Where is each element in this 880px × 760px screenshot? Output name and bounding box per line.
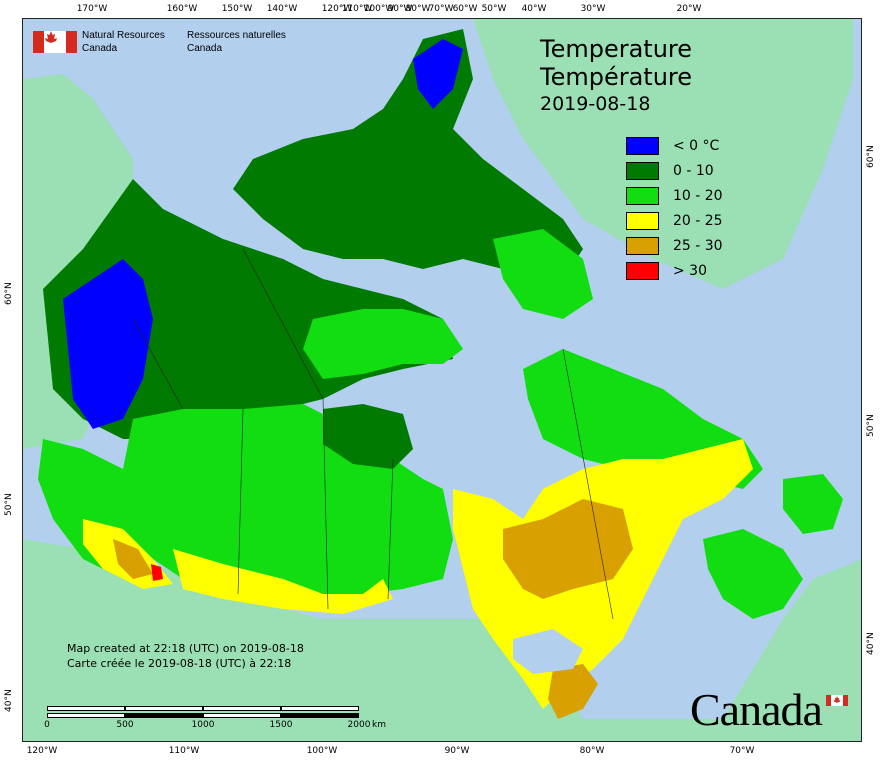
maritimes — [703, 529, 803, 619]
scale-unit: km — [372, 720, 386, 730]
top-longitude-label: 70°W — [428, 4, 454, 14]
scale-label: 500 — [116, 720, 134, 730]
wordmark-flag-icon — [826, 695, 848, 706]
scale-label: 1500 — [269, 720, 293, 730]
top-longitude-label: 100°W — [363, 4, 395, 14]
top-longitude-label: 110°W — [341, 4, 373, 14]
legend-swatch — [626, 186, 659, 205]
map-date: 2019-08-18 — [540, 93, 651, 115]
left-latitude-label: 40°N — [4, 689, 14, 712]
great-lakes — [513, 629, 583, 674]
right-latitude-label: 40°N — [866, 632, 876, 655]
bottom-longitude-label: 90°W — [444, 746, 470, 756]
east-hot — [503, 499, 633, 599]
bottom-longitude-label: 80°W — [579, 746, 605, 756]
legend-item: 0 - 10 — [626, 158, 723, 183]
legend-item: 10 - 20 — [626, 183, 723, 208]
legend-item: 25 - 30 — [626, 233, 723, 258]
hudson-bay — [398, 369, 523, 479]
left-latitude-label: 60°N — [4, 282, 14, 305]
legend-swatch — [626, 211, 659, 230]
legend-item: < 0 °C — [626, 133, 723, 158]
top-longitude-label: 170°W — [76, 4, 108, 14]
top-longitude-label: 50°W — [481, 4, 507, 14]
bottom-longitude-label: 110°W — [168, 746, 200, 756]
top-longitude-label: 80°W — [405, 4, 431, 14]
legend-item: 20 - 25 — [626, 208, 723, 233]
greenland-land — [473, 19, 853, 289]
top-longitude-label: 40°W — [521, 4, 547, 14]
canada-wordmark: Canada — [690, 684, 823, 735]
bc-hot — [113, 539, 153, 579]
canada-flag-logo — [33, 31, 77, 53]
prairie-south-warm — [173, 549, 393, 614]
title-en: Temperature — [540, 35, 693, 63]
title-fr: Température — [540, 63, 693, 91]
bottom-longitude-label: 120°W — [26, 746, 58, 756]
provincial-boundaries — [132, 248, 614, 620]
mild-zone-north — [303, 309, 463, 379]
top-longitude-label: 140°W — [266, 4, 298, 14]
agency-name-en: Natural Resources Canada — [82, 30, 165, 54]
usa-land — [23, 539, 861, 741]
baffin-mild — [493, 229, 593, 319]
map-drawing — [23, 19, 861, 741]
cool-hudson-west — [323, 404, 413, 469]
legend-swatch — [626, 136, 659, 155]
legend-item: > 30 — [626, 258, 723, 283]
left-latitude-label: 50°N — [4, 493, 14, 516]
top-longitude-label: 30°W — [580, 4, 606, 14]
legend-swatch — [626, 236, 659, 255]
top-longitude-label: 20°W — [676, 4, 702, 14]
cold-mountains — [63, 259, 153, 429]
right-latitude-label: 50°N — [866, 414, 876, 437]
top-longitude-label: 60°W — [452, 4, 478, 14]
agency-name-fr: Ressources naturelles Canada — [187, 30, 286, 54]
arctic-cold-patches — [413, 39, 463, 109]
temperature-map: Natural Resources Canada Ressources natu… — [22, 18, 862, 742]
arctic-islands — [233, 29, 583, 279]
bc-veryhot — [151, 564, 163, 581]
scale-label: 1000 — [191, 720, 215, 730]
bottom-longitude-label: 100°W — [306, 746, 338, 756]
bottom-longitude-label: 70°W — [729, 746, 755, 756]
ontario-south-hot — [548, 664, 598, 719]
scale-label: 0 — [44, 720, 50, 730]
legend-swatch — [626, 161, 659, 180]
legend-swatch — [626, 261, 659, 280]
top-longitude-label: 150°W — [221, 4, 253, 14]
creation-note: Map created at 22:18 (UTC) on 2019-08-18… — [67, 641, 304, 671]
created-en: Map created at 22:18 (UTC) on 2019-08-18 — [67, 642, 304, 655]
maple-leaf-icon — [45, 31, 57, 47]
temperature-legend: < 0 °C 0 - 10 10 - 20 20 - 25 25 - 30 > … — [626, 133, 723, 283]
map-title: Temperature Température 2019-08-18 — [540, 35, 692, 117]
top-longitude-label: 160°W — [166, 4, 198, 14]
top-longitude-label: 120°W — [321, 4, 353, 14]
newfoundland — [783, 474, 843, 534]
top-longitude-label: 90°W — [387, 4, 413, 14]
created-fr: Carte créée le 2019-08-18 (UTC) à 22:18 — [67, 657, 292, 670]
right-latitude-label: 60°N — [866, 145, 876, 168]
scale-label: 2000 — [347, 720, 371, 730]
